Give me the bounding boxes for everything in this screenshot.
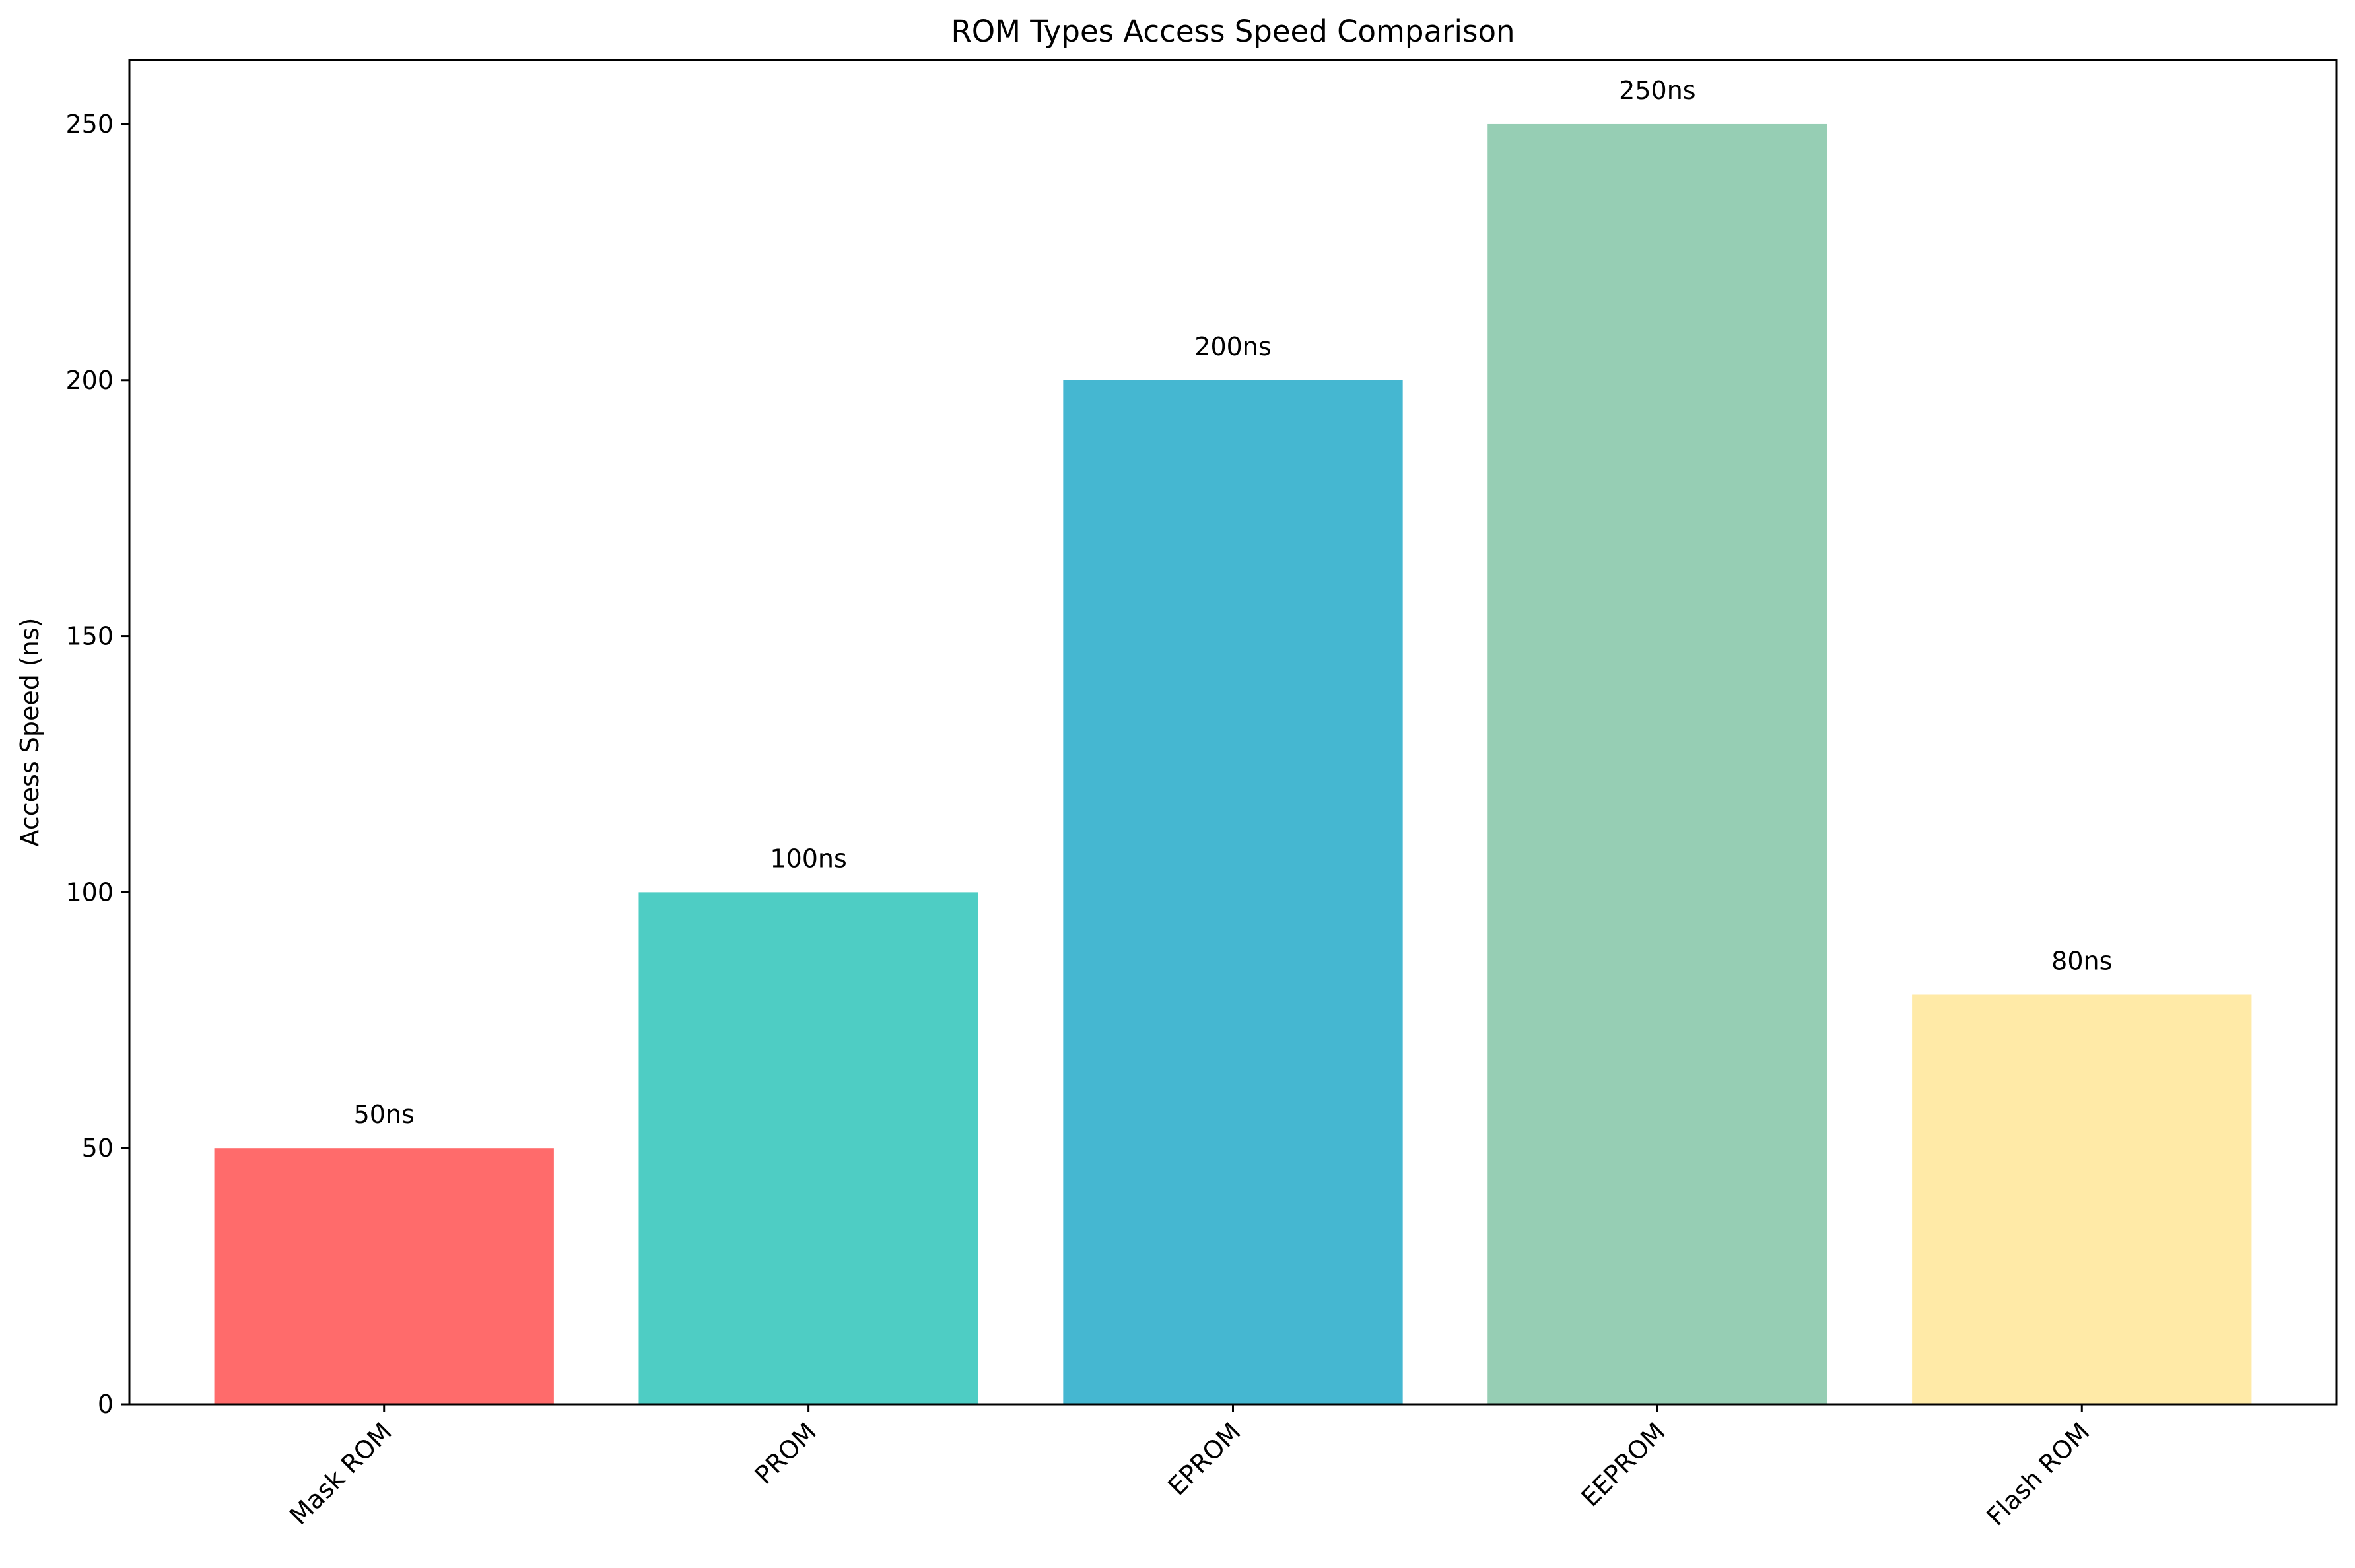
x-tick-label: EEPROM bbox=[1575, 1417, 1670, 1512]
data-label-eprom: 200ns bbox=[1194, 332, 1271, 361]
data-label-prom: 100ns bbox=[770, 844, 846, 873]
y-axis-label: Access Speed (ns) bbox=[15, 618, 44, 847]
x-ticks: Mask ROM PROM EPROM EEPROM Flash ROM bbox=[284, 1404, 2096, 1531]
x-tick-label: Mask ROM bbox=[284, 1417, 397, 1530]
chart-title: ROM Types Access Speed Comparison bbox=[951, 14, 1515, 49]
bar-flash-rom bbox=[1912, 994, 2252, 1404]
y-tick-label: 0 bbox=[98, 1390, 114, 1419]
x-tick-label: Flash ROM bbox=[1981, 1417, 2096, 1531]
y-tick-label: 150 bbox=[65, 622, 114, 651]
y-tick-label: 200 bbox=[65, 366, 114, 395]
data-label-mask-rom: 50ns bbox=[354, 1100, 415, 1129]
bars-layer bbox=[214, 123, 2252, 1404]
bar-prom bbox=[638, 892, 978, 1404]
x-tick-label: PROM bbox=[749, 1417, 822, 1489]
y-tick-label: 100 bbox=[65, 877, 114, 906]
y-ticks: 0 50 100 150 200 250 bbox=[65, 110, 129, 1419]
data-label-flash-rom: 80ns bbox=[2051, 947, 2112, 976]
bar-eeprom bbox=[1487, 123, 1827, 1404]
y-tick-label: 250 bbox=[65, 110, 114, 139]
bar-mask-rom bbox=[214, 1148, 554, 1404]
y-tick-label: 50 bbox=[82, 1134, 114, 1163]
x-tick-label: EPROM bbox=[1163, 1417, 1246, 1501]
bar-eprom bbox=[1063, 380, 1403, 1404]
data-labels: 50ns 100ns 200ns 250ns 80ns bbox=[354, 76, 2113, 1129]
data-label-eeprom: 250ns bbox=[1619, 76, 1695, 105]
